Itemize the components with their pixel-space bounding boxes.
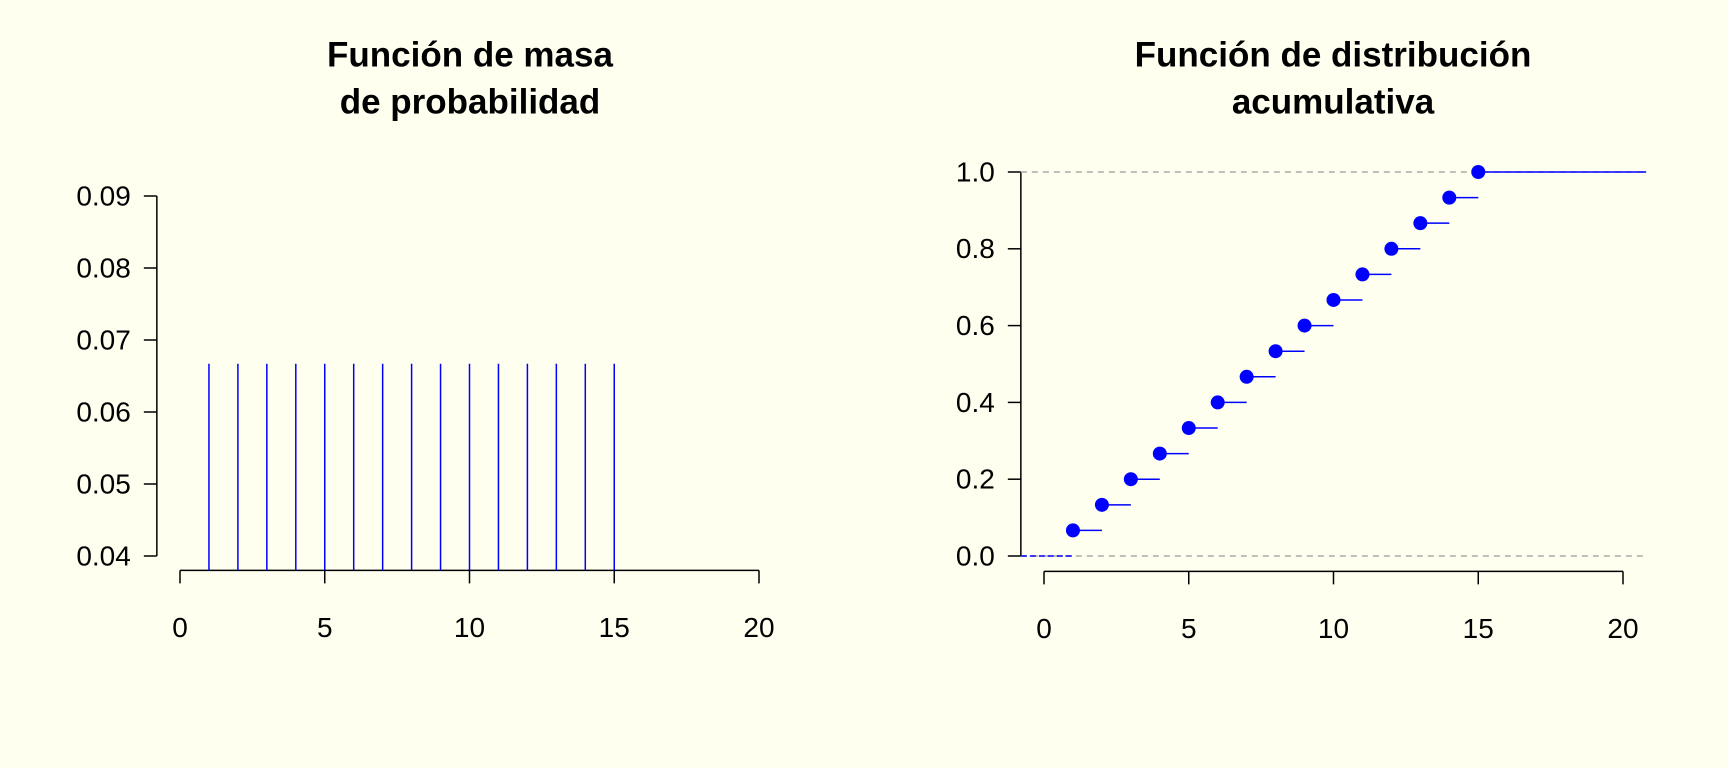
y-tick-label: 0.06 xyxy=(76,396,131,427)
x-tick-label: 0 xyxy=(172,612,188,643)
x-tick-label: 10 xyxy=(454,612,485,643)
step-point xyxy=(1152,446,1167,461)
step-point xyxy=(1413,216,1428,231)
step-point xyxy=(1326,292,1341,307)
step-point xyxy=(1239,369,1254,384)
y-tick-label: 0.8 xyxy=(956,233,995,264)
step-point xyxy=(1065,523,1080,538)
step-point xyxy=(1123,472,1138,487)
y-tick-label: 0.2 xyxy=(956,464,995,495)
chart-title: acumulativa xyxy=(1232,82,1435,121)
step-point xyxy=(1094,497,1109,512)
step-point xyxy=(1210,395,1225,410)
x-tick-label: 20 xyxy=(1607,613,1638,644)
step-point xyxy=(1181,421,1196,436)
step-point xyxy=(1268,344,1283,359)
x-tick-label: 5 xyxy=(317,612,333,643)
x-tick-label: 0 xyxy=(1036,613,1052,644)
y-tick-label: 0.07 xyxy=(76,324,131,355)
chart-title: Función de masa xyxy=(327,35,613,74)
y-tick-label: 1.0 xyxy=(956,156,995,187)
y-tick-label: 0.6 xyxy=(956,310,995,341)
y-tick-label: 0.08 xyxy=(76,252,131,283)
y-tick-label: 0.0 xyxy=(956,540,995,571)
y-tick-label: 0.4 xyxy=(956,387,995,418)
chart-title: Función de distribución xyxy=(1135,35,1532,74)
y-tick-label: 0.05 xyxy=(76,468,131,499)
step-point xyxy=(1384,241,1399,256)
y-tick-label: 0.04 xyxy=(76,540,131,571)
x-tick-label: 20 xyxy=(743,612,774,643)
x-tick-label: 5 xyxy=(1181,613,1197,644)
step-point xyxy=(1297,318,1312,333)
step-point xyxy=(1355,267,1370,282)
x-tick-label: 15 xyxy=(599,612,630,643)
x-tick-label: 10 xyxy=(1318,613,1349,644)
step-point xyxy=(1471,165,1486,179)
y-tick-label: 0.09 xyxy=(76,180,131,211)
chart-title: de probabilidad xyxy=(340,82,601,121)
x-tick-label: 15 xyxy=(1463,613,1494,644)
step-point xyxy=(1442,190,1457,205)
